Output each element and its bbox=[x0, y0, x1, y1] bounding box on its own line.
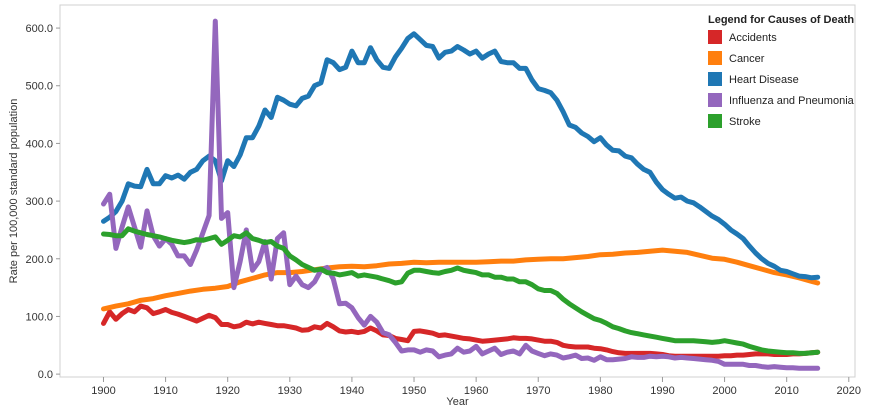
x-tick-label: 2020 bbox=[837, 385, 861, 397]
x-tick-label: 1960 bbox=[464, 385, 488, 397]
x-axis-title: Year bbox=[446, 396, 469, 408]
x-tick-label: 1920 bbox=[215, 385, 239, 397]
series-line-influenza-and-pneumonia bbox=[101, 18, 821, 371]
legend-label-accidents: Accidents bbox=[729, 32, 777, 44]
x-tick-label: 1970 bbox=[526, 385, 550, 397]
y-tick-label: 500.0 bbox=[25, 81, 53, 93]
legend-swatch-stroke bbox=[708, 114, 722, 128]
y-tick-label: 300.0 bbox=[25, 196, 53, 208]
x-tick-label: 1930 bbox=[278, 385, 302, 397]
series-line-cancer bbox=[101, 247, 821, 312]
series-layer bbox=[101, 18, 821, 371]
x-tick-label: 2010 bbox=[774, 385, 798, 397]
legend-swatch-influenza-and-pneumonia bbox=[708, 93, 722, 107]
series-line-stroke bbox=[101, 226, 821, 356]
y-tick-label: 600.0 bbox=[25, 23, 53, 35]
legend-label-stroke: Stroke bbox=[729, 116, 761, 128]
y-tick-label: 200.0 bbox=[25, 254, 53, 266]
plot-frame bbox=[59, 4, 856, 378]
y-tick-label: 0.0 bbox=[38, 369, 53, 381]
legend-label-heart-disease: Heart Disease bbox=[729, 74, 799, 86]
legend-label-influenza-and-pneumonia: Influenza and Pneumonia bbox=[729, 95, 855, 107]
y-tick-label: 400.0 bbox=[25, 138, 53, 150]
series-line-accidents bbox=[101, 303, 821, 359]
legend-title: Legend for Causes of Death bbox=[708, 14, 854, 26]
y-tick-label: 100.0 bbox=[25, 311, 53, 323]
x-tick-label: 1950 bbox=[402, 385, 426, 397]
x-tick-label: 1980 bbox=[588, 385, 612, 397]
x-tick-label: 1940 bbox=[340, 385, 364, 397]
y-axis-title: Rate per 100,000 standard population bbox=[8, 99, 20, 284]
axes-layer: 0.0 100.0 200.0 300.0 400.0 500.0 600.0 1900 191… bbox=[25, 23, 861, 397]
legend: Legend for Causes of Death Accidents Canc… bbox=[708, 14, 855, 128]
x-tick-label: 1900 bbox=[91, 385, 115, 397]
x-tick-label: 1910 bbox=[153, 385, 177, 397]
legend-label-cancer: Cancer bbox=[729, 53, 765, 65]
legend-swatch-heart-disease bbox=[708, 72, 722, 86]
x-tick-label: 1990 bbox=[650, 385, 674, 397]
legend-swatch-accidents bbox=[708, 30, 722, 44]
legend-swatch-cancer bbox=[708, 51, 722, 65]
legend-items: Accidents Cancer Heart Disease Influenza an… bbox=[708, 30, 855, 128]
x-tick-label: 2000 bbox=[712, 385, 736, 397]
